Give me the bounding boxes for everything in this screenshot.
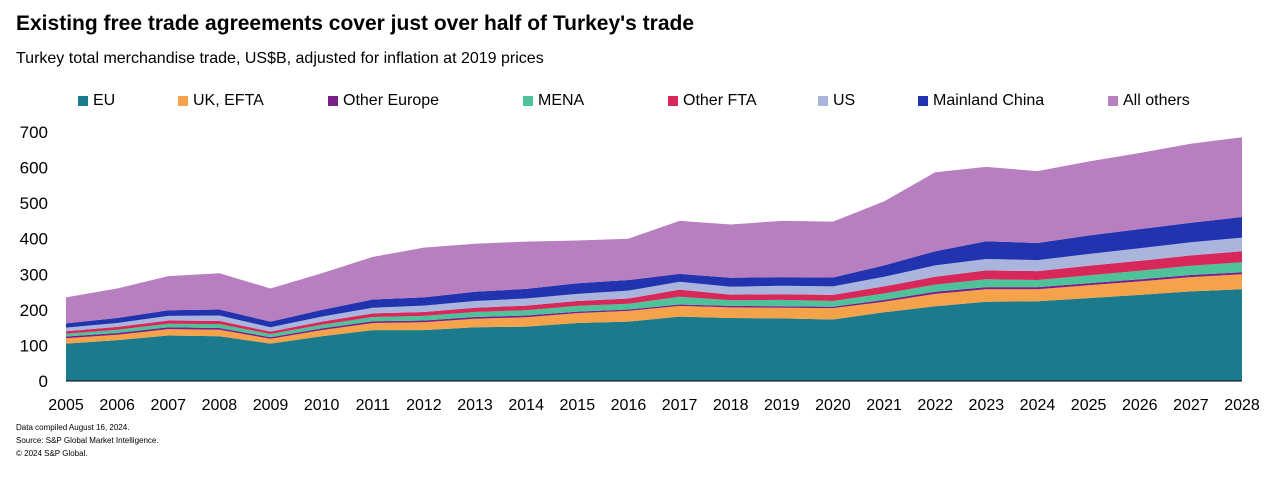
- legend-item: UK, EFTA: [178, 92, 264, 110]
- x-tick-label: 2010: [304, 397, 340, 414]
- legend-swatch: [668, 96, 678, 106]
- area-series: [66, 137, 1242, 324]
- x-tick-label: 2005: [48, 397, 84, 414]
- x-tick-label: 2006: [99, 397, 135, 414]
- legend-swatch: [328, 96, 338, 106]
- legend-swatch: [78, 96, 88, 106]
- legend-item: Mainland China: [918, 92, 1044, 110]
- x-tick-label: 2021: [866, 397, 902, 414]
- legend-swatch: [523, 96, 533, 106]
- legend-label: All others: [1123, 92, 1190, 109]
- y-tick-label: 100: [20, 336, 48, 355]
- x-axis-ticks: 2005 2006 2007 2008 2009 2010 2011 2012 2013 2014…: [48, 397, 1260, 414]
- x-tick-label: 2019: [764, 397, 800, 414]
- legend-swatch: [818, 96, 828, 106]
- legend-item: Other FTA: [668, 92, 757, 110]
- x-tick-label: 2025: [1071, 397, 1107, 414]
- chart-title: Existing free trade agreements cover jus…: [16, 12, 695, 35]
- chart-subtitle: Turkey total merchandise trade, US$B, ad…: [16, 50, 544, 67]
- x-tick-label: 2022: [917, 397, 953, 414]
- legend-label: Other Europe: [343, 92, 440, 109]
- footnote-compiled: Data compiled August 16, 2024.: [16, 423, 130, 432]
- chart-areas: [66, 137, 1242, 381]
- y-tick-label: 400: [20, 230, 48, 249]
- x-tick-label: 2027: [1173, 397, 1209, 414]
- chart-legend: EU UK, EFTA Other Europe MENA Other FTA US Mai…: [78, 92, 1268, 112]
- legend-label: US: [833, 92, 856, 109]
- legend-item: All others: [1108, 92, 1190, 110]
- footnote-copyright: © 2024 S&P Global.: [16, 449, 88, 458]
- y-tick-label: 200: [20, 301, 48, 320]
- x-tick-label: 2008: [202, 397, 238, 414]
- y-tick-label: 0: [39, 372, 48, 391]
- x-tick-label: 2012: [406, 397, 442, 414]
- x-tick-label: 2014: [508, 397, 544, 414]
- legend-label: EU: [93, 92, 116, 109]
- x-tick-label: 2023: [969, 397, 1005, 414]
- legend-label: MENA: [538, 92, 585, 109]
- legend-item: Other Europe: [328, 92, 439, 110]
- x-tick-label: 2007: [150, 397, 186, 414]
- x-tick-label: 2026: [1122, 397, 1158, 414]
- legend-swatch: [1108, 96, 1118, 106]
- area-series: [66, 289, 1242, 381]
- x-tick-label: 2020: [815, 397, 851, 414]
- legend-label: UK, EFTA: [193, 92, 264, 109]
- legend-label: Mainland China: [933, 92, 1045, 109]
- x-tick-label: 2013: [457, 397, 493, 414]
- legend-item: US: [818, 92, 855, 110]
- legend-item: EU: [78, 92, 115, 110]
- footnote-source: Source: S&P Global Market Intelligence.: [16, 436, 159, 445]
- x-tick-label: 2016: [611, 397, 647, 414]
- x-tick-label: 2015: [560, 397, 596, 414]
- x-tick-label: 2018: [713, 397, 749, 414]
- legend-swatch: [918, 96, 928, 106]
- y-tick-label: 700: [20, 123, 48, 142]
- area-series: [66, 274, 1242, 344]
- y-tick-label: 500: [20, 194, 48, 213]
- legend-label: Other FTA: [683, 92, 757, 109]
- legend-swatch: [178, 96, 188, 106]
- x-tick-label: 2017: [662, 397, 698, 414]
- x-tick-label: 2011: [356, 397, 391, 414]
- x-tick-label: 2028: [1224, 397, 1260, 414]
- y-axis-ticks: 0 100 200 300 400 500 600 700: [20, 123, 48, 391]
- legend-item: MENA: [523, 92, 584, 110]
- x-tick-label: 2024: [1020, 397, 1056, 414]
- y-tick-label: 600: [20, 159, 48, 178]
- y-tick-label: 300: [20, 265, 48, 284]
- x-tick-label: 2009: [253, 397, 289, 414]
